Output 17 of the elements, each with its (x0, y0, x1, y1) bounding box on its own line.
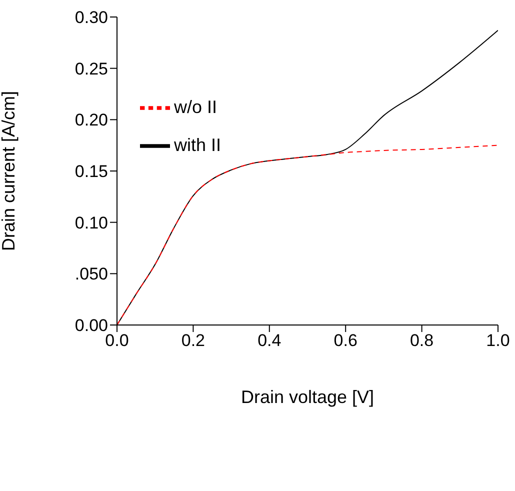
y-tick-label: 0.10 (74, 213, 108, 232)
y-tick-label: 0.20 (74, 110, 108, 130)
y-tick-label: 0.30 (74, 8, 108, 28)
y-tick-label: 0.15 (74, 162, 108, 182)
x-tick-label: 0.0 (105, 331, 129, 350)
x-tick-label: 0.2 (181, 331, 206, 350)
y-tick-label: .050 (74, 264, 108, 284)
y-axis-title: Drain current [A/cm] (0, 90, 18, 252)
x-tick-label: 0.8 (410, 331, 434, 350)
x-tick-label: 0.4 (258, 331, 282, 350)
legend-label: w/o II (174, 97, 218, 117)
y-tick-label: 0.25 (74, 59, 108, 78)
x-tick-label: 1.0 (486, 331, 510, 350)
x-axis-title: Drain voltage [V] (240, 387, 374, 407)
legend-label: with II (174, 135, 222, 155)
y-tick-label: 0.00 (74, 316, 108, 336)
x-tick-label: 0.6 (334, 331, 358, 350)
